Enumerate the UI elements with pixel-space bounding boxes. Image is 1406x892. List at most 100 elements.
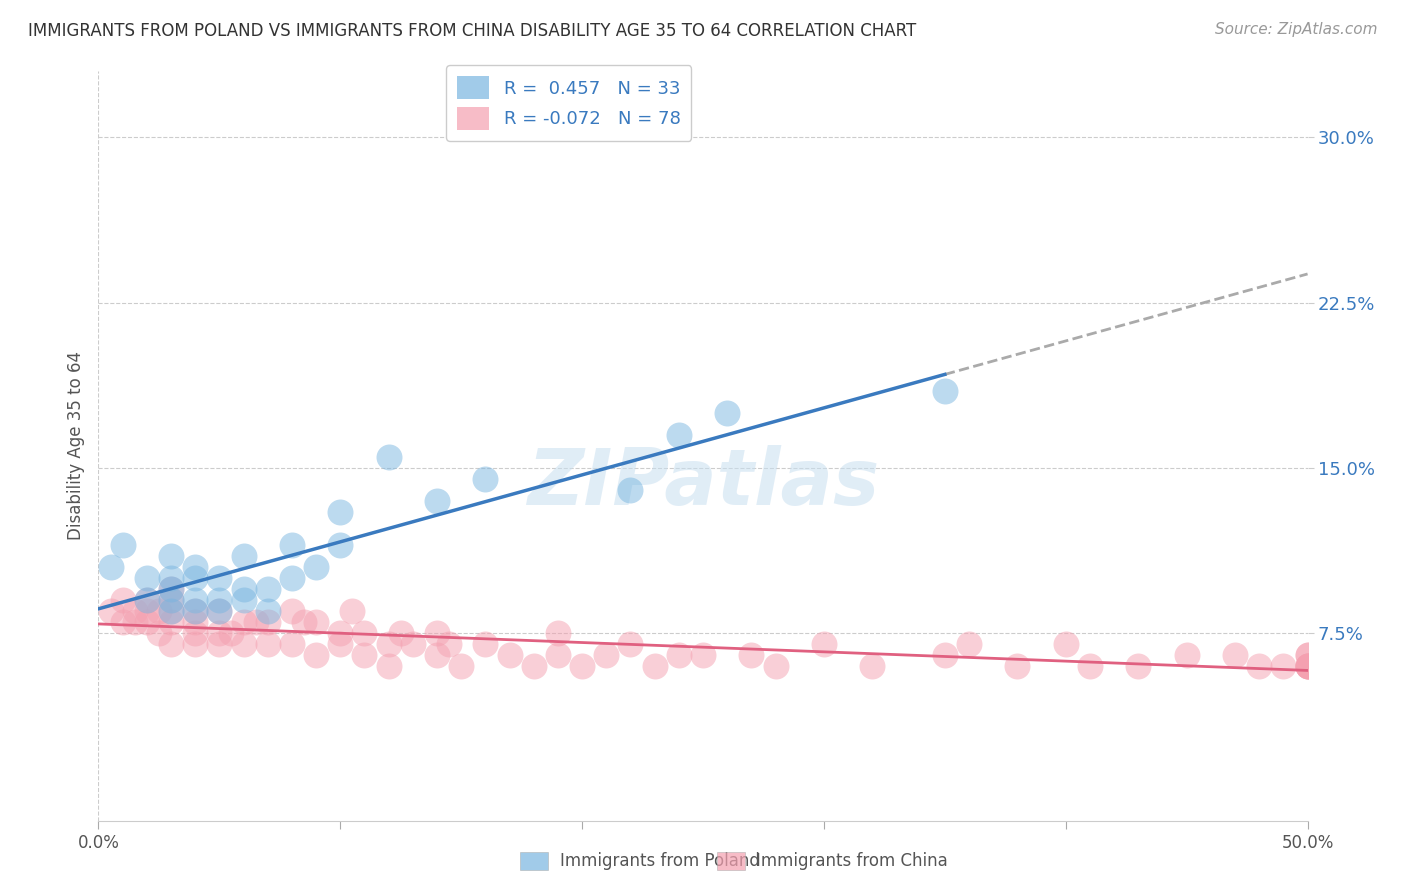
- Point: [1296, 648, 1319, 663]
- Point: [281, 571, 304, 585]
- Point: [1296, 659, 1319, 673]
- Point: [281, 604, 304, 618]
- Point: [100, 560, 122, 574]
- Point: [124, 604, 146, 618]
- Point: [377, 450, 399, 464]
- Point: [547, 626, 569, 640]
- Point: [1272, 659, 1295, 673]
- Point: [305, 648, 328, 663]
- Point: [474, 472, 496, 486]
- Legend: R =  0.457   N = 33, R = -0.072   N = 78: R = 0.457 N = 33, R = -0.072 N = 78: [446, 65, 692, 141]
- Point: [184, 560, 207, 574]
- Point: [160, 549, 183, 564]
- Point: [426, 494, 449, 508]
- Point: [644, 659, 666, 673]
- Point: [353, 626, 375, 640]
- Point: [1128, 659, 1150, 673]
- Point: [1296, 659, 1319, 673]
- Point: [377, 659, 399, 673]
- Point: [619, 483, 641, 497]
- Point: [329, 637, 352, 651]
- Point: [135, 615, 157, 630]
- Point: [135, 593, 157, 607]
- Point: [221, 626, 243, 640]
- Point: [160, 637, 183, 651]
- Point: [160, 615, 183, 630]
- Point: [426, 626, 449, 640]
- Point: [353, 648, 375, 663]
- Point: [1296, 659, 1319, 673]
- Point: [100, 604, 122, 618]
- Point: [523, 659, 546, 673]
- Y-axis label: Disability Age 35 to 64: Disability Age 35 to 64: [66, 351, 84, 541]
- Point: [160, 571, 183, 585]
- Point: [571, 659, 593, 673]
- Point: [1296, 659, 1319, 673]
- Point: [208, 637, 231, 651]
- Point: [256, 582, 278, 597]
- Point: [765, 659, 787, 673]
- Point: [160, 604, 183, 618]
- Point: [232, 615, 254, 630]
- Point: [208, 593, 231, 607]
- Point: [111, 615, 134, 630]
- Point: [813, 637, 835, 651]
- Point: [474, 637, 496, 651]
- Point: [148, 604, 170, 618]
- Point: [160, 582, 183, 597]
- Text: Source: ZipAtlas.com: Source: ZipAtlas.com: [1215, 22, 1378, 37]
- Point: [860, 659, 883, 673]
- Point: [716, 406, 738, 420]
- Point: [426, 648, 449, 663]
- Text: Immigrants from Poland: Immigrants from Poland: [560, 852, 759, 870]
- Point: [668, 428, 690, 442]
- Point: [1296, 648, 1319, 663]
- Point: [498, 648, 520, 663]
- Point: [124, 615, 146, 630]
- Point: [1223, 648, 1246, 663]
- Point: [135, 593, 157, 607]
- Point: [1296, 659, 1319, 673]
- Point: [184, 637, 207, 651]
- Point: [135, 604, 157, 618]
- Point: [111, 538, 134, 552]
- Point: [692, 648, 714, 663]
- Point: [160, 593, 183, 607]
- Point: [184, 626, 207, 640]
- Point: [184, 615, 207, 630]
- Point: [342, 604, 364, 618]
- Point: [329, 626, 352, 640]
- Point: [547, 648, 569, 663]
- Point: [377, 637, 399, 651]
- Point: [1249, 659, 1271, 673]
- Point: [1007, 659, 1029, 673]
- Point: [135, 571, 157, 585]
- Point: [1054, 637, 1077, 651]
- Point: [256, 604, 278, 618]
- Point: [148, 626, 170, 640]
- Point: [305, 560, 328, 574]
- Point: [208, 604, 231, 618]
- Point: [160, 582, 183, 597]
- Point: [184, 604, 207, 618]
- Point: [184, 604, 207, 618]
- Point: [256, 615, 278, 630]
- Point: [208, 604, 231, 618]
- Point: [934, 648, 956, 663]
- Text: Immigrants from China: Immigrants from China: [756, 852, 948, 870]
- Point: [329, 538, 352, 552]
- Point: [402, 637, 425, 651]
- Point: [111, 593, 134, 607]
- Point: [305, 615, 328, 630]
- Point: [256, 637, 278, 651]
- Point: [281, 538, 304, 552]
- Point: [232, 593, 254, 607]
- Point: [329, 505, 352, 519]
- Text: IMMIGRANTS FROM POLAND VS IMMIGRANTS FROM CHINA DISABILITY AGE 35 TO 64 CORRELAT: IMMIGRANTS FROM POLAND VS IMMIGRANTS FRO…: [28, 22, 917, 40]
- Point: [245, 615, 267, 630]
- Point: [208, 626, 231, 640]
- Point: [232, 582, 254, 597]
- Point: [281, 637, 304, 651]
- Point: [232, 637, 254, 651]
- Point: [450, 659, 472, 673]
